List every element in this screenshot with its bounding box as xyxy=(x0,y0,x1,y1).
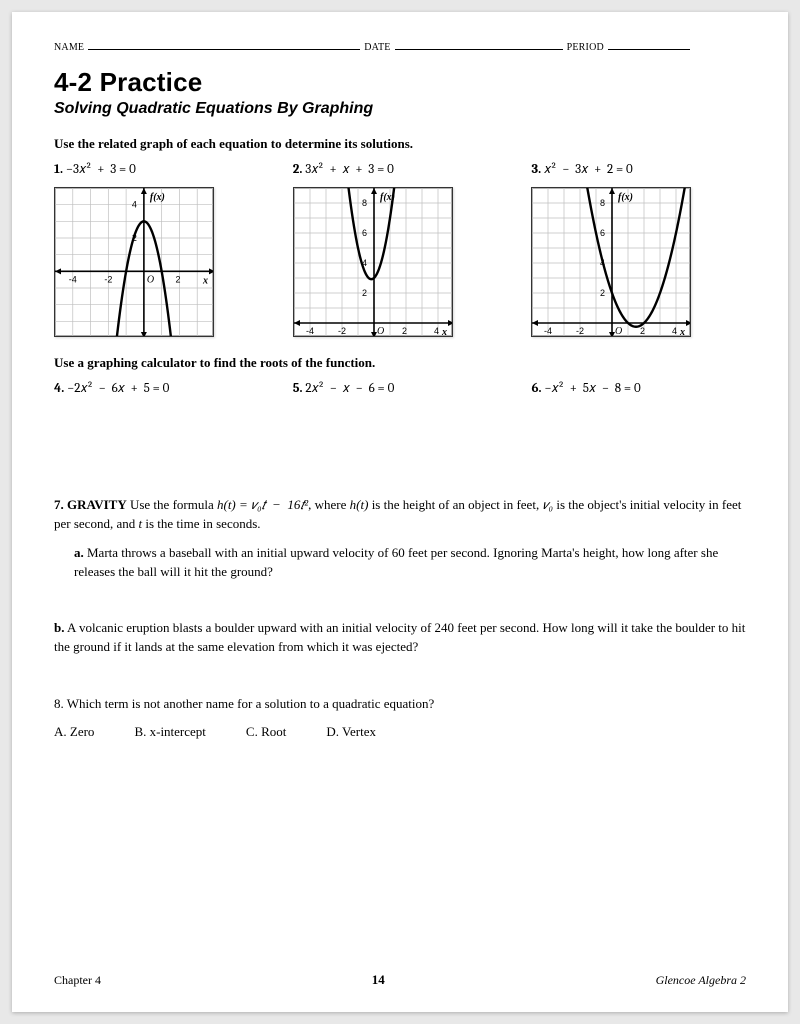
equation-3: 3. 𝑥² − 3𝑥 + 2 = 0 xyxy=(531,162,746,177)
graph-3: O-4-2242468f(x)x xyxy=(531,187,691,337)
question-7a: a. Marta throws a baseball with an initi… xyxy=(74,544,746,582)
worksheet-title: 4-2 Practice xyxy=(54,67,746,98)
svg-text:x: x xyxy=(202,275,208,286)
eq3-num: 3. xyxy=(531,162,541,177)
instruction-2: Use a graphing calculator to find the ro… xyxy=(54,355,746,371)
q8-text: Which term is not another name for a sol… xyxy=(64,696,435,711)
svg-text:-2: -2 xyxy=(338,326,346,336)
svg-text:O: O xyxy=(615,326,622,337)
eq3-text: 𝑥² − 3𝑥 + 2 = 0 xyxy=(544,162,633,177)
svg-text:2: 2 xyxy=(640,326,645,336)
q7-v0: 𝑣₀ xyxy=(542,497,553,512)
period-blank[interactable] xyxy=(608,40,690,50)
svg-text:f(x): f(x) xyxy=(150,192,165,203)
equation-row-1: 1. −3𝑥² + 3 = 0 O -4 -2 2 2 4 f(x) x 2. 3𝑥² + 𝑥… xyxy=(54,162,746,337)
q7-text-e: is the time in seconds. xyxy=(142,516,260,531)
question-7b: b. A volcanic eruption blasts a boulder … xyxy=(54,619,746,657)
eq1-text: −3𝑥² + 3 = 0 xyxy=(66,162,136,177)
equation-6: 6. −𝑥² + 5𝑥 − 8 = 0 xyxy=(531,381,746,396)
svg-text:O: O xyxy=(377,326,384,337)
question-7: 7. GRAVITY Use the formula h(t) = 𝑣₀𝑡 − … xyxy=(54,496,746,534)
q8-option-b: B. x-intercept xyxy=(134,724,205,740)
worksheet-subtitle: Solving Quadratic Equations By Graphing xyxy=(54,100,746,118)
eq4-num: 4. xyxy=(54,381,64,396)
svg-text:4: 4 xyxy=(434,326,439,336)
header-fields: NAME DATE PERIOD xyxy=(54,40,746,53)
equation-5: 5. 2𝑥² − 𝑥 − 6 = 0 xyxy=(293,381,508,396)
eq5-text: 2𝑥² − 𝑥 − 6 = 0 xyxy=(305,381,394,396)
svg-text:4: 4 xyxy=(672,326,677,336)
eq2-num: 2. xyxy=(293,162,303,177)
period-label: PERIOD xyxy=(567,42,604,53)
q7-text-c: is the height of an object in feet, xyxy=(368,497,542,512)
svg-text:-4: -4 xyxy=(544,326,552,336)
eq5-num: 5. xyxy=(293,381,303,396)
q8-option-a: A. Zero xyxy=(54,724,94,740)
svg-text:-4: -4 xyxy=(69,274,77,284)
q7b-num: b. xyxy=(54,620,64,635)
svg-text:f(x): f(x) xyxy=(618,192,633,203)
footer-publisher: Glencoe Algebra 2 xyxy=(656,973,746,988)
footer-chapter: Chapter 4 xyxy=(54,973,101,988)
q7-ht: h(t) xyxy=(350,497,369,512)
equation-4: 4. −2𝑥² − 6𝑥 + 5 = 0 xyxy=(54,381,269,396)
q7-num: 7. GRAVITY xyxy=(54,497,127,512)
q8-num: 8. xyxy=(54,696,64,711)
svg-text:x: x xyxy=(441,327,447,337)
graph-2: O-4-2242468f(x)x xyxy=(293,187,453,337)
svg-text:8: 8 xyxy=(600,198,605,208)
date-blank[interactable] xyxy=(395,40,563,50)
svg-text:6: 6 xyxy=(600,228,605,238)
eq1-num: 1. xyxy=(54,162,63,177)
graph-1: O-4-2224f(x)x xyxy=(54,187,214,337)
q7-formula: h(t) = 𝑣₀𝑡 − 16𝑡² xyxy=(217,497,308,512)
svg-text:-2: -2 xyxy=(576,326,584,336)
q7-text-a: Use the formula xyxy=(127,497,217,512)
equation-1: 1. −3𝑥² + 3 = 0 xyxy=(54,162,269,177)
date-label: DATE xyxy=(364,42,390,53)
q7a-num: a. xyxy=(74,545,84,560)
eq6-text: −𝑥² + 5𝑥 − 8 = 0 xyxy=(544,381,640,396)
svg-text:2: 2 xyxy=(600,288,605,298)
eq4-text: −2𝑥² − 6𝑥 + 5 = 0 xyxy=(67,381,169,396)
svg-text:8: 8 xyxy=(362,198,367,208)
svg-text:2: 2 xyxy=(362,288,367,298)
equation-2: 2. 3𝑥² + 𝑥 + 3 = 0 xyxy=(293,162,508,177)
svg-text:6: 6 xyxy=(362,228,367,238)
svg-text:4: 4 xyxy=(132,200,137,210)
worksheet-page: NAME DATE PERIOD 4-2 Practice Solving Qu… xyxy=(12,12,788,1012)
svg-text:-2: -2 xyxy=(104,274,112,284)
question-8: 8. Which term is not another name for a … xyxy=(54,695,746,714)
eq6-num: 6. xyxy=(531,381,541,396)
q8-options: A. Zero B. x-intercept C. Root D. Vertex xyxy=(54,724,746,740)
page-footer: Chapter 4 14 Glencoe Algebra 2 xyxy=(54,972,746,988)
eq2-text: 3𝑥² + 𝑥 + 3 = 0 xyxy=(305,162,394,177)
q7b-text: A volcanic eruption blasts a boulder upw… xyxy=(54,620,745,654)
instruction-1: Use the related graph of each equation t… xyxy=(54,136,746,152)
name-blank[interactable] xyxy=(88,40,360,50)
equation-row-2: 4. −2𝑥² − 6𝑥 + 5 = 0 5. 2𝑥² − 𝑥 − 6 = 0 … xyxy=(54,381,746,406)
svg-text:2: 2 xyxy=(175,274,180,284)
q7a-text: Marta throws a baseball with an initial … xyxy=(74,545,718,579)
q7-text-b: , where xyxy=(308,497,350,512)
svg-text:-4: -4 xyxy=(306,326,314,336)
name-label: NAME xyxy=(54,42,84,53)
q8-option-d: D. Vertex xyxy=(326,724,376,740)
q8-option-c: C. Root xyxy=(246,724,286,740)
svg-text:O: O xyxy=(147,274,154,285)
footer-page-number: 14 xyxy=(372,972,385,988)
svg-text:x: x xyxy=(679,327,685,337)
svg-text:2: 2 xyxy=(402,326,407,336)
